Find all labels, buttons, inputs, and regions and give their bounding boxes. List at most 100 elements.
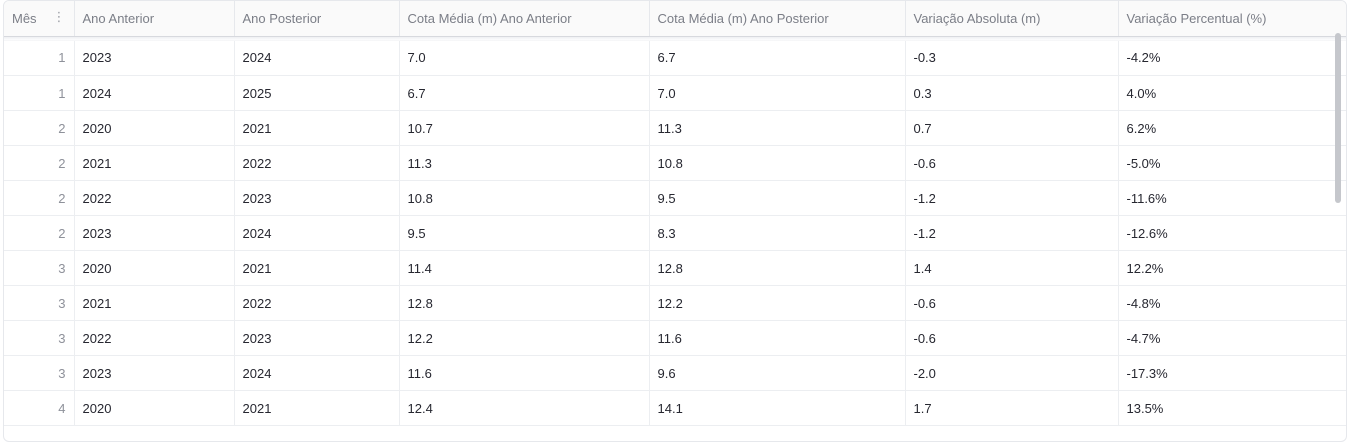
cell-variacao-percentual[interactable]: -4.7% [1118, 320, 1346, 356]
column-header-variacao-absoluta[interactable]: Variação Absoluta (m) [905, 1, 1119, 37]
table-row[interactable]: 2 2020 2021 10.7 11.3 0.7 6.2% [4, 110, 1346, 146]
cell-cota-anterior[interactable]: 12.4 [399, 390, 650, 426]
cell-cota-posterior[interactable]: 9.5 [649, 180, 906, 216]
cell-variacao-percentual[interactable]: 4.0% [1118, 75, 1346, 111]
cell-ano-posterior[interactable]: 2022 [234, 145, 400, 181]
cell-variacao-percentual[interactable]: -5.0% [1118, 145, 1346, 181]
cell-ano-anterior[interactable]: 2020 [74, 250, 235, 286]
cell-mes[interactable]: 3 [4, 250, 75, 286]
cell-variacao-absoluta[interactable]: -0.6 [905, 145, 1119, 181]
cell-variacao-absoluta[interactable]: 1.7 [905, 390, 1119, 426]
table-row[interactable]: 2 2023 2024 9.5 8.3 -1.2 -12.6% [4, 215, 1346, 251]
cell-mes[interactable]: 2 [4, 145, 75, 181]
cell-variacao-percentual[interactable]: -12.6% [1118, 215, 1346, 251]
cell-variacao-absoluta[interactable]: 0.3 [905, 75, 1119, 111]
cell-variacao-absoluta[interactable]: 0.7 [905, 110, 1119, 146]
cell-cota-posterior[interactable]: 12.2 [649, 285, 906, 321]
table-row[interactable]: 3 2020 2021 11.4 12.8 1.4 12.2% [4, 250, 1346, 286]
table-row[interactable]: 3 2023 2024 11.6 9.6 -2.0 -17.3% [4, 355, 1346, 391]
cell-cota-posterior[interactable]: 10.8 [649, 145, 906, 181]
table-row[interactable]: 4 2020 2021 12.4 14.1 1.7 13.5% [4, 390, 1346, 426]
cell-ano-anterior[interactable]: 2020 [74, 110, 235, 146]
cell-mes[interactable]: 2 [4, 110, 75, 146]
cell-cota-posterior[interactable]: 14.1 [649, 390, 906, 426]
cell-cota-anterior[interactable]: 7.0 [399, 40, 650, 76]
cell-variacao-absoluta[interactable]: -2.0 [905, 355, 1119, 391]
table-row[interactable]: 2 2021 2022 11.3 10.8 -0.6 -5.0% [4, 145, 1346, 181]
cell-ano-anterior[interactable]: 2023 [74, 355, 235, 391]
cell-ano-anterior[interactable]: 2024 [74, 75, 235, 111]
cell-cota-anterior[interactable]: 12.8 [399, 285, 650, 321]
cell-variacao-percentual[interactable]: -4.2% [1118, 40, 1346, 76]
cell-ano-posterior[interactable]: 2024 [234, 40, 400, 76]
column-header-ano-posterior[interactable]: Ano Posterior [234, 1, 400, 37]
cell-ano-posterior[interactable]: 2021 [234, 110, 400, 146]
cell-variacao-percentual[interactable]: -11.6% [1118, 180, 1346, 216]
cell-mes[interactable]: 3 [4, 320, 75, 356]
cell-mes[interactable]: 3 [4, 285, 75, 321]
header-row: Mês ⋮ Ano Anterior Ano Posterior Cota Mé… [4, 1, 1346, 37]
cell-mes[interactable]: 2 [4, 180, 75, 216]
cell-variacao-absoluta[interactable]: -1.2 [905, 215, 1119, 251]
cell-cota-anterior[interactable]: 12.2 [399, 320, 650, 356]
cell-variacao-absoluta[interactable]: -0.3 [905, 40, 1119, 76]
column-header-cota-anterior[interactable]: Cota Média (m) Ano Anterior [399, 1, 650, 37]
cell-cota-anterior[interactable]: 10.8 [399, 180, 650, 216]
cell-cota-anterior[interactable]: 11.4 [399, 250, 650, 286]
cell-cota-posterior[interactable]: 9.6 [649, 355, 906, 391]
table-row[interactable]: 3 2021 2022 12.8 12.2 -0.6 -4.8% [4, 285, 1346, 321]
cell-cota-posterior[interactable]: 7.0 [649, 75, 906, 111]
cell-cota-anterior[interactable]: 11.3 [399, 145, 650, 181]
cell-mes[interactable]: 1 [4, 75, 75, 111]
cell-cota-posterior[interactable]: 11.6 [649, 320, 906, 356]
cell-ano-anterior[interactable]: 2022 [74, 320, 235, 356]
table-row[interactable]: 3 2022 2023 12.2 11.6 -0.6 -4.7% [4, 320, 1346, 356]
table-row[interactable]: 1 2023 2024 7.0 6.7 -0.3 -4.2% [4, 40, 1346, 76]
cell-ano-posterior[interactable]: 2022 [234, 285, 400, 321]
cell-variacao-absoluta[interactable]: -1.2 [905, 180, 1119, 216]
table-row[interactable]: 1 2024 2025 6.7 7.0 0.3 4.0% [4, 75, 1346, 111]
data-grid[interactable]: Mês ⋮ Ano Anterior Ano Posterior Cota Mé… [3, 0, 1347, 442]
cell-cota-anterior[interactable]: 6.7 [399, 75, 650, 111]
cell-variacao-percentual[interactable]: -17.3% [1118, 355, 1346, 391]
cell-ano-posterior[interactable]: 2023 [234, 180, 400, 216]
cell-cota-posterior[interactable]: 11.3 [649, 110, 906, 146]
table-row[interactable]: 2 2022 2023 10.8 9.5 -1.2 -11.6% [4, 180, 1346, 216]
column-header-cota-posterior[interactable]: Cota Média (m) Ano Posterior [649, 1, 906, 37]
vertical-ellipsis-icon[interactable]: ⋮ [52, 9, 66, 24]
cell-cota-posterior[interactable]: 8.3 [649, 215, 906, 251]
cell-mes[interactable]: 4 [4, 390, 75, 426]
cell-ano-anterior[interactable]: 2021 [74, 285, 235, 321]
cell-variacao-percentual[interactable]: -4.8% [1118, 285, 1346, 321]
cell-ano-posterior[interactable]: 2021 [234, 250, 400, 286]
column-header-ano-anterior[interactable]: Ano Anterior [74, 1, 235, 37]
cell-ano-anterior[interactable]: 2023 [74, 40, 235, 76]
cell-ano-posterior[interactable]: 2024 [234, 215, 400, 251]
cell-ano-posterior[interactable]: 2024 [234, 355, 400, 391]
cell-ano-posterior[interactable]: 2023 [234, 320, 400, 356]
column-header-variacao-percentual[interactable]: Variação Percentual (%) [1118, 1, 1346, 37]
vertical-scrollbar[interactable] [1335, 33, 1341, 203]
cell-cota-anterior[interactable]: 10.7 [399, 110, 650, 146]
column-header-label: Mês [12, 10, 37, 26]
cell-variacao-percentual[interactable]: 13.5% [1118, 390, 1346, 426]
cell-ano-anterior[interactable]: 2022 [74, 180, 235, 216]
column-header-mes[interactable]: Mês ⋮ [4, 1, 75, 37]
cell-variacao-percentual[interactable]: 6.2% [1118, 110, 1346, 146]
cell-mes[interactable]: 1 [4, 40, 75, 76]
cell-mes[interactable]: 2 [4, 215, 75, 251]
cell-ano-anterior[interactable]: 2021 [74, 145, 235, 181]
cell-ano-anterior[interactable]: 2020 [74, 390, 235, 426]
cell-cota-anterior[interactable]: 11.6 [399, 355, 650, 391]
cell-mes[interactable]: 3 [4, 355, 75, 391]
cell-cota-anterior[interactable]: 9.5 [399, 215, 650, 251]
cell-variacao-absoluta[interactable]: -0.6 [905, 285, 1119, 321]
cell-ano-posterior[interactable]: 2021 [234, 390, 400, 426]
cell-variacao-absoluta[interactable]: 1.4 [905, 250, 1119, 286]
cell-variacao-absoluta[interactable]: -0.6 [905, 320, 1119, 356]
cell-cota-posterior[interactable]: 6.7 [649, 40, 906, 76]
cell-variacao-percentual[interactable]: 12.2% [1118, 250, 1346, 286]
cell-ano-posterior[interactable]: 2025 [234, 75, 400, 111]
cell-cota-posterior[interactable]: 12.8 [649, 250, 906, 286]
cell-ano-anterior[interactable]: 2023 [74, 215, 235, 251]
